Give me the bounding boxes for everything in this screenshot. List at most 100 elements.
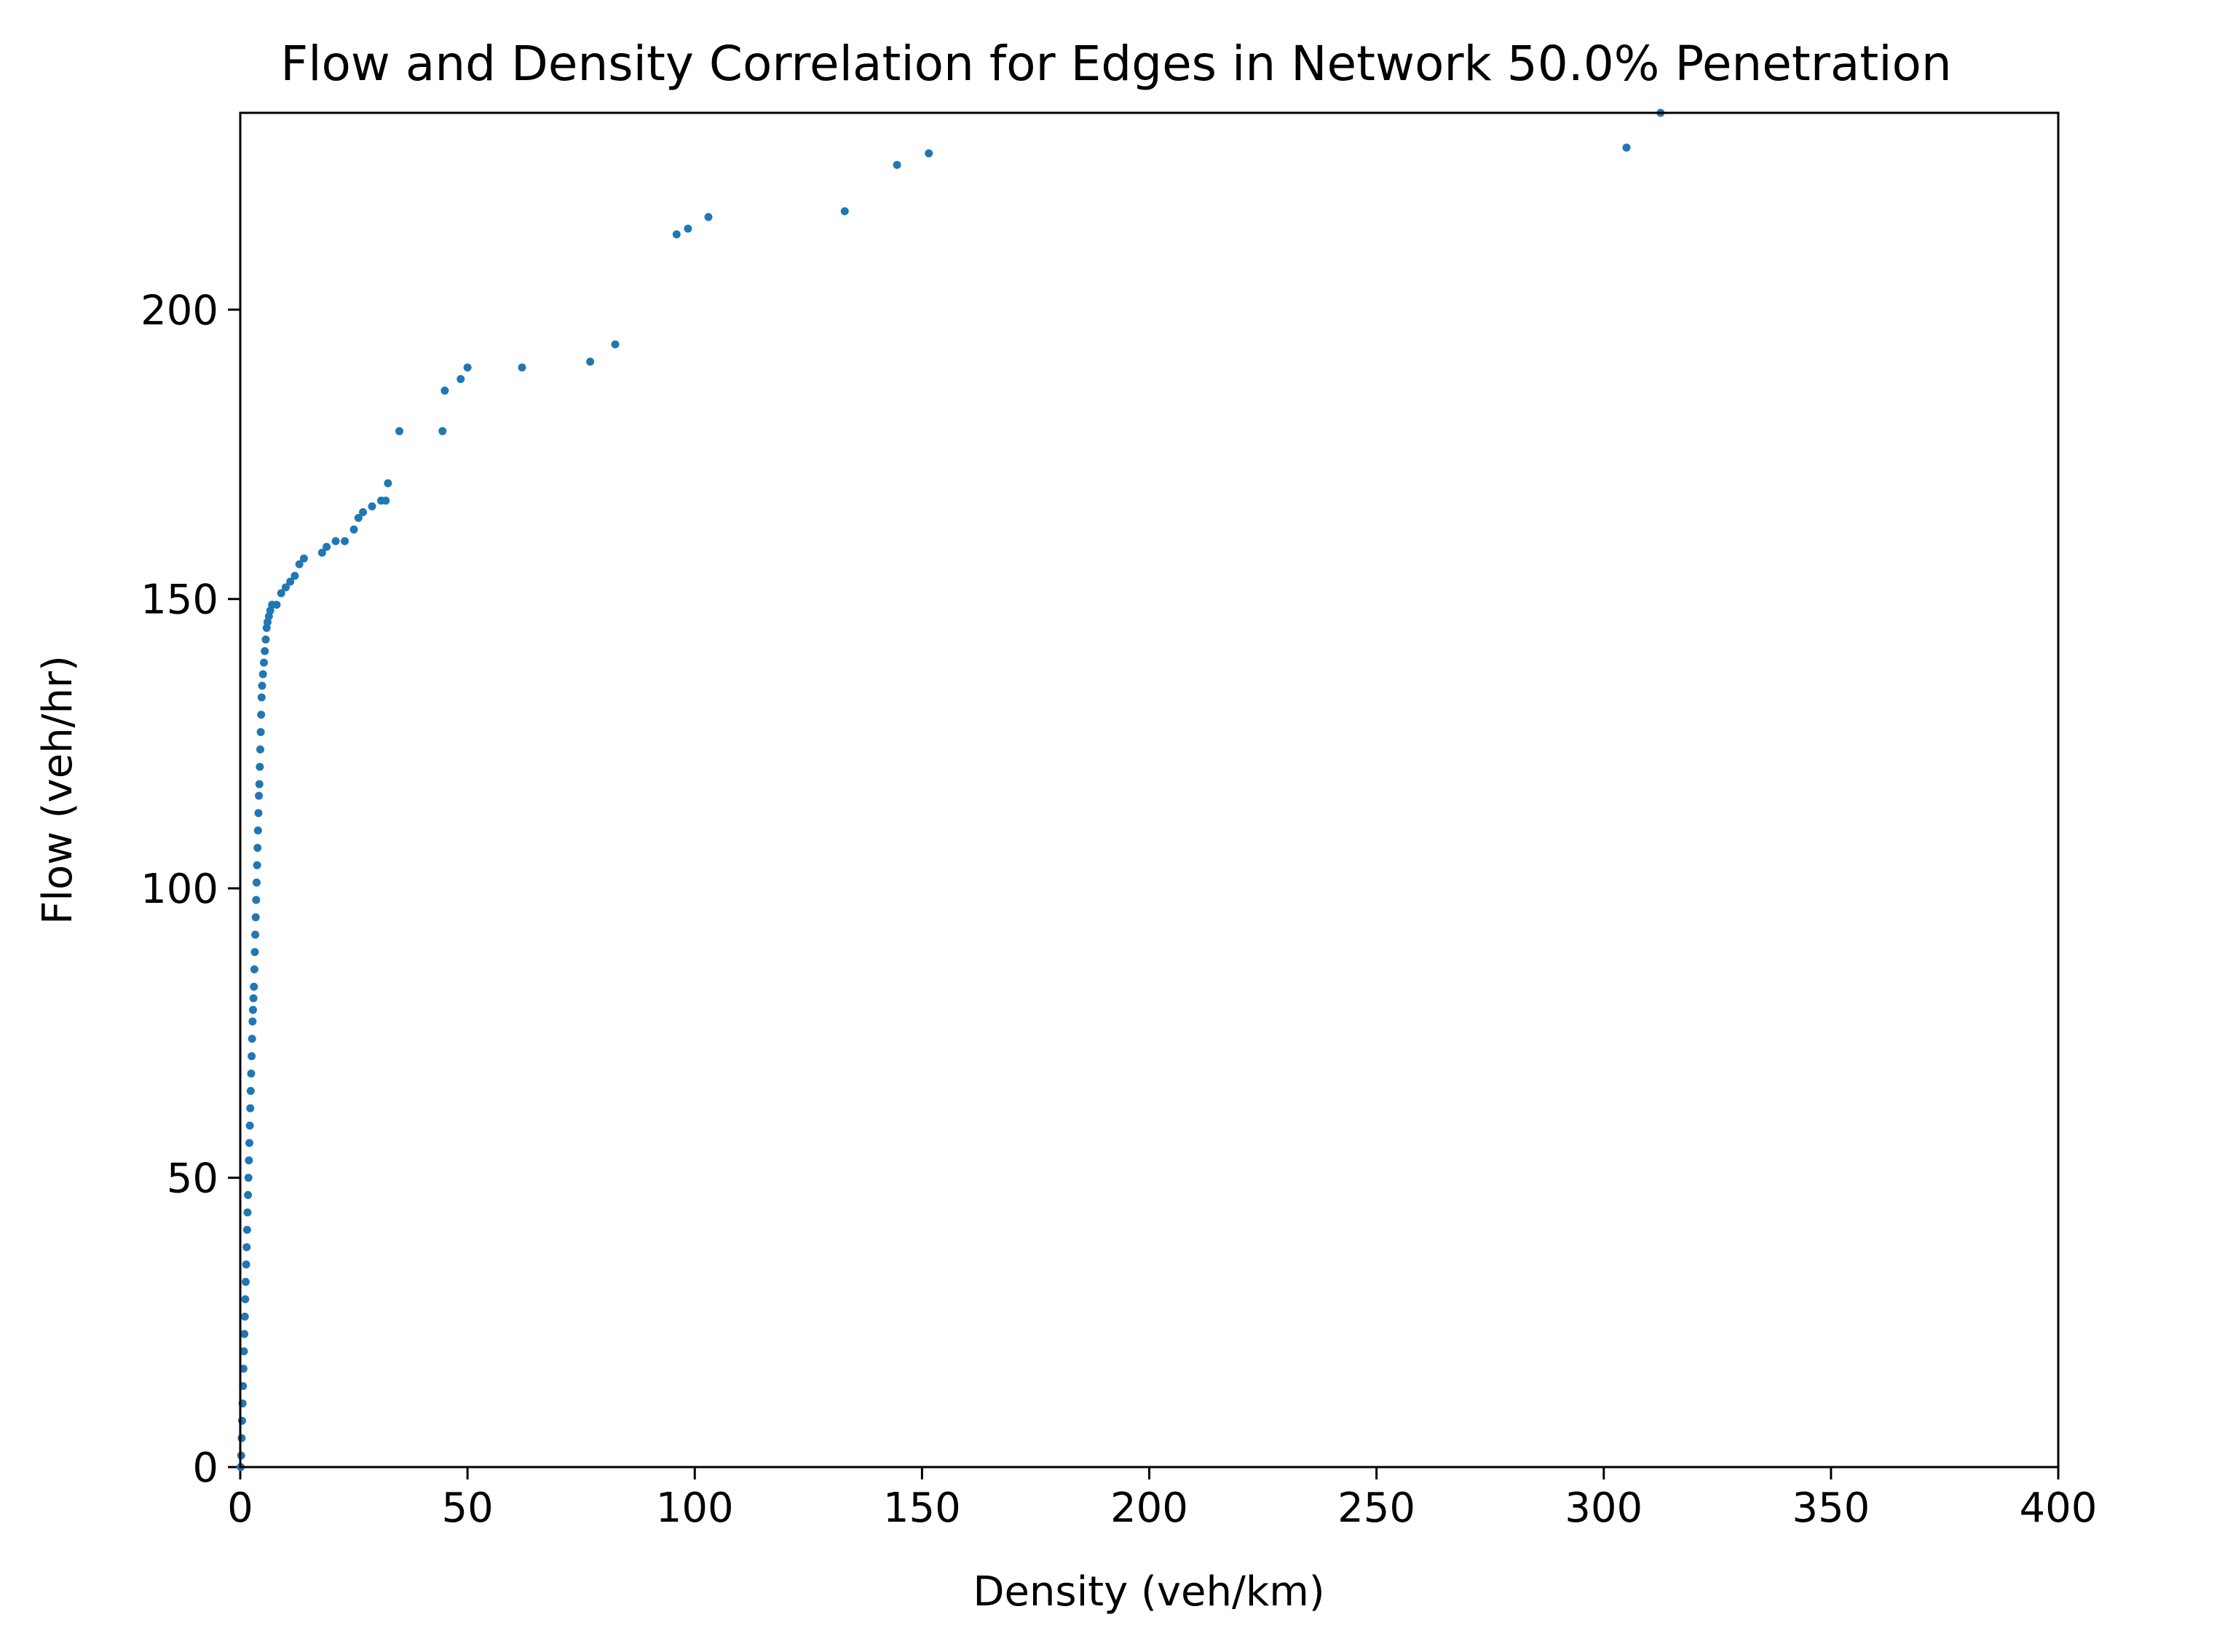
x-tick-label: 400: [2020, 1485, 2098, 1532]
data-point: [261, 647, 269, 655]
data-point: [248, 1035, 256, 1043]
data-point: [256, 745, 264, 754]
data-point: [384, 479, 392, 488]
data-point: [672, 230, 681, 239]
y-tick-label: 100: [141, 866, 218, 913]
x-tick-label: 300: [1565, 1485, 1643, 1532]
data-point: [249, 994, 258, 1003]
data-point: [704, 213, 713, 221]
y-tick-label: 200: [141, 287, 218, 334]
data-point: [457, 375, 465, 384]
data-point: [250, 965, 258, 973]
data-point: [354, 513, 363, 522]
data-point: [518, 363, 526, 372]
data-point: [246, 1086, 255, 1095]
data-point: [258, 681, 266, 690]
data-point: [331, 537, 340, 545]
data-point: [244, 1174, 253, 1182]
axis-ticks: 0 50 100 150 200 250 300 350 400 0 50 100 150 200: [141, 287, 2097, 1532]
data-point: [257, 711, 266, 719]
data-point: [368, 502, 376, 511]
data-point: [684, 224, 692, 233]
data-point: [395, 427, 403, 435]
x-axis-label: Density (veh/km): [973, 1568, 1324, 1616]
x-tick-label: 250: [1337, 1485, 1415, 1532]
data-point: [272, 601, 281, 609]
x-tick-label: 150: [883, 1485, 961, 1532]
data-point: [251, 913, 260, 922]
data-point: [286, 577, 295, 586]
data-point: [248, 1017, 257, 1026]
data-point: [893, 161, 901, 170]
data-point: [259, 658, 268, 667]
data-point: [463, 363, 472, 372]
data-point: [243, 1208, 252, 1217]
data-point: [242, 1260, 250, 1269]
data-point: [586, 357, 595, 366]
data-point: [323, 542, 331, 551]
data-point: [257, 693, 266, 702]
plot-area-frame: [239, 111, 2060, 1469]
x-tick-label: 100: [656, 1485, 734, 1532]
y-tick-label: 50: [167, 1155, 218, 1203]
data-point: [247, 1069, 256, 1078]
data-point: [299, 554, 308, 563]
data-point: [252, 896, 261, 904]
x-tick-label: 200: [1110, 1485, 1188, 1532]
y-axis-label: Flow (veh/hr): [34, 655, 82, 925]
data-point: [245, 1121, 254, 1130]
data-point: [611, 340, 620, 349]
data-point: [1622, 143, 1631, 152]
data-point: [291, 572, 299, 580]
y-tick-label: 0: [192, 1444, 218, 1492]
x-tick-label: 50: [441, 1485, 493, 1532]
data-point: [240, 1329, 249, 1338]
data-point: [245, 1156, 253, 1165]
x-tick-label: 0: [227, 1485, 253, 1532]
data-point: [245, 1139, 253, 1147]
data-point: [250, 982, 258, 991]
data-point: [240, 1347, 248, 1356]
data-point: [261, 635, 270, 644]
data-point: [252, 878, 261, 887]
data-point: [242, 1225, 251, 1234]
data-point: [349, 525, 358, 534]
data-point: [241, 1295, 250, 1303]
data-point: [253, 826, 262, 835]
data-point: [382, 497, 390, 505]
data-points: [237, 108, 1665, 1471]
data-point: [925, 149, 933, 158]
data-point: [277, 589, 285, 598]
data-point: [438, 427, 447, 435]
data-point: [254, 809, 263, 818]
data-point: [295, 560, 304, 569]
data-point: [253, 861, 261, 869]
chart-title: Flow and Density Correlation for Edges i…: [280, 36, 1952, 92]
data-point: [359, 507, 368, 516]
data-point: [240, 1312, 249, 1321]
data-point: [248, 1052, 256, 1061]
y-tick-label: 150: [141, 577, 218, 624]
data-point: [258, 670, 267, 679]
data-point: [255, 780, 264, 789]
data-point: [237, 1434, 246, 1442]
data-point: [250, 948, 259, 957]
data-point: [251, 930, 260, 939]
data-point: [239, 1364, 248, 1373]
data-point: [256, 762, 264, 771]
data-point: [317, 548, 326, 557]
data-point: [241, 1278, 250, 1287]
data-point: [248, 1005, 257, 1014]
data-point: [341, 537, 349, 545]
data-point: [255, 791, 264, 800]
data-point: [256, 728, 265, 737]
data-point: [840, 207, 849, 216]
data-point: [253, 843, 262, 852]
data-point: [440, 387, 449, 395]
data-point: [246, 1104, 255, 1112]
data-point: [244, 1190, 253, 1199]
x-tick-label: 350: [1792, 1485, 1870, 1532]
